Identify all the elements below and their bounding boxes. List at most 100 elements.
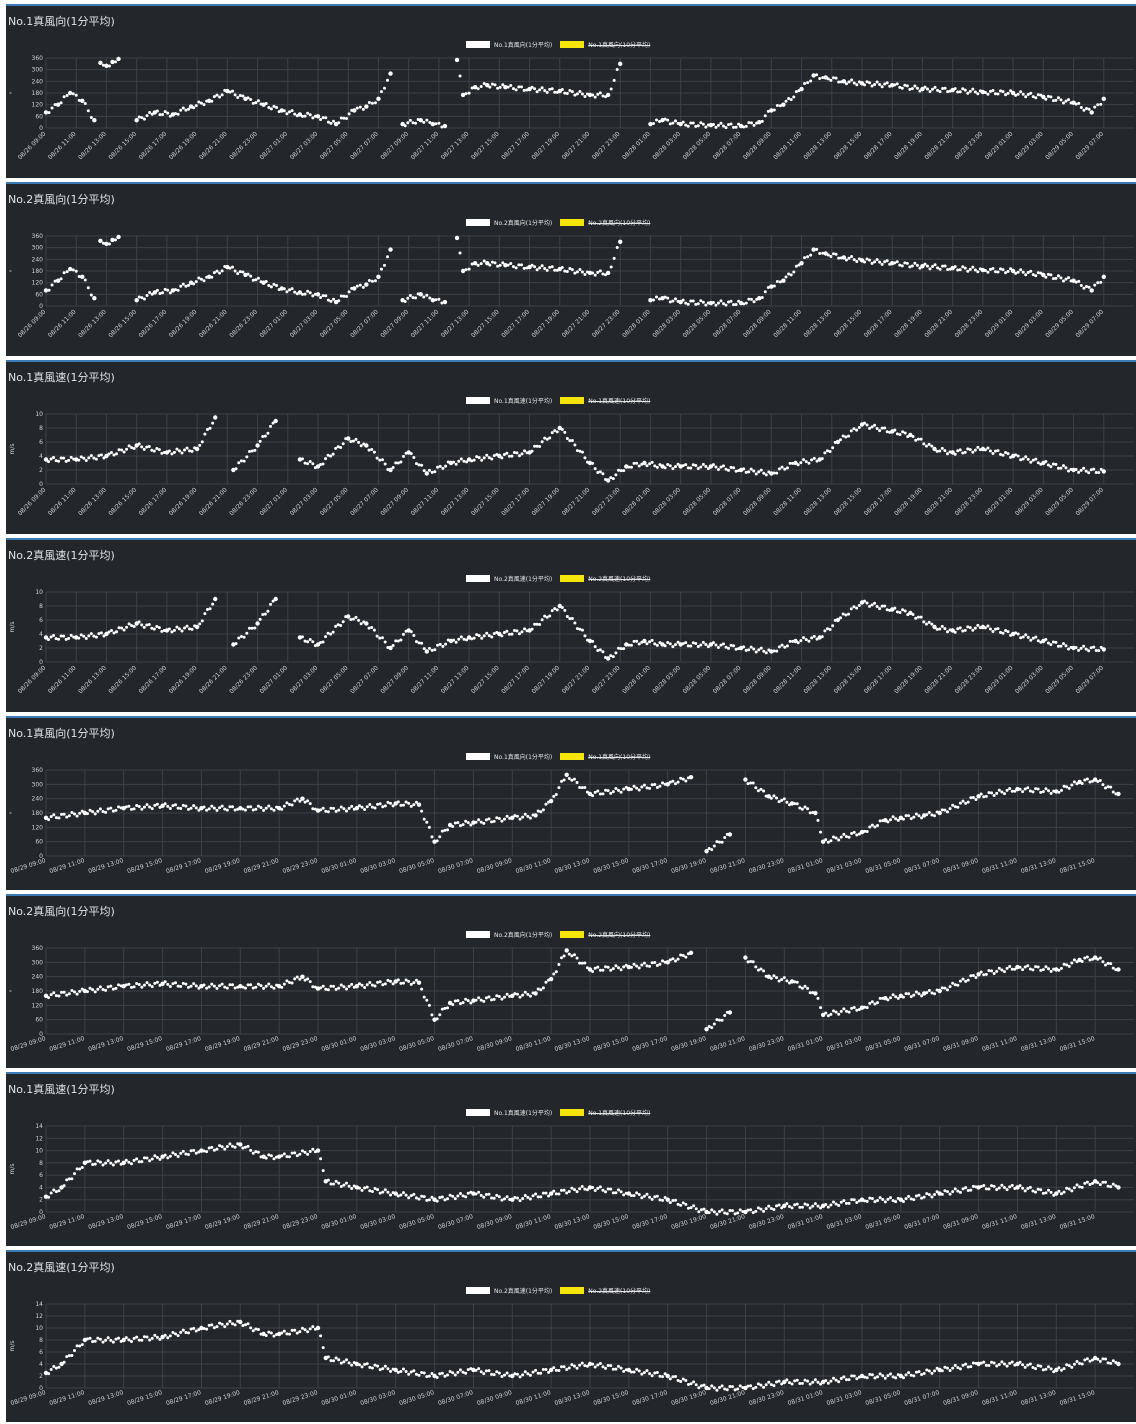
x-tick-label: 08/28 11:00 <box>772 130 803 161</box>
legend-label[interactable]: No.2真風速(1分平均) <box>494 576 553 583</box>
data-point <box>800 807 804 811</box>
legend-label[interactable]: No.1真風向(10分平均) <box>588 754 651 761</box>
y-tick-label: 12 <box>35 1313 43 1320</box>
legend-label[interactable]: No.1真風速(1分平均) <box>494 398 553 405</box>
x-tick-label: 08/29 19:00 <box>204 1213 241 1231</box>
data-point <box>565 1191 569 1195</box>
data-point <box>945 452 949 456</box>
data-point <box>729 299 733 303</box>
legend-swatch <box>466 575 490 582</box>
data-point <box>482 821 486 825</box>
data-point <box>1080 1185 1084 1189</box>
data-point <box>177 449 181 453</box>
data-point <box>925 87 929 91</box>
legend-label[interactable]: No.2真風速(10分平均) <box>588 576 651 583</box>
data-point <box>163 1153 167 1157</box>
data-point <box>933 263 937 267</box>
data-point <box>1024 95 1028 99</box>
data-point <box>1005 966 1009 970</box>
chart-legend[interactable]: No.1真風速(1分平均) No.1真風速(10分平均) <box>466 1108 650 1117</box>
data-point <box>1109 1361 1113 1365</box>
data-point <box>873 1002 877 1006</box>
data-point <box>124 1336 128 1340</box>
data-point <box>471 1191 476 1196</box>
data-point <box>391 466 395 470</box>
data-point <box>712 1386 716 1390</box>
data-point <box>479 998 483 1002</box>
data-point <box>964 1362 968 1366</box>
data-point <box>996 627 1000 631</box>
data-point <box>295 975 299 979</box>
data-point <box>567 952 571 956</box>
data-point <box>436 465 440 469</box>
chart-legend[interactable]: No.2真風速(1分平均) No.2真風速(10分平均) <box>466 574 650 583</box>
legend-label[interactable]: No.2真風向(1分平均) <box>494 932 553 939</box>
legend-label[interactable]: No.1真風速(10分平均) <box>588 398 651 405</box>
data-point <box>98 985 102 989</box>
data-point <box>567 777 571 781</box>
legend-label[interactable]: No.1真風向(1分平均) <box>494 42 553 49</box>
legend-label[interactable]: No.2真風向(1分平均) <box>494 220 553 227</box>
chart-legend[interactable]: No.2真風向(1分平均) No.2真風向(10分平均) <box>466 930 650 939</box>
data-point <box>720 1208 724 1212</box>
data-point <box>505 814 509 818</box>
data-point <box>996 270 1000 274</box>
data-point <box>553 429 557 433</box>
data-point <box>85 812 89 816</box>
legend-label[interactable]: No.1真風速(10分平均) <box>588 1110 651 1117</box>
data-point <box>430 648 434 652</box>
legend-label[interactable]: No.2真風速(1分平均) <box>494 1288 553 1295</box>
chart-legend[interactable]: No.1真風速(1分平均) No.1真風速(10分平均) <box>466 396 650 405</box>
data-point <box>454 57 460 63</box>
data-point <box>578 786 582 790</box>
data-point <box>428 120 432 124</box>
data-point <box>181 1328 185 1332</box>
data-point <box>1018 1360 1022 1364</box>
data-point <box>249 274 253 278</box>
data-point <box>1005 788 1009 792</box>
data-point <box>903 609 907 613</box>
data-point <box>1026 457 1030 461</box>
data-point <box>495 1370 499 1374</box>
legend-label[interactable]: No.1真風速(1分平均) <box>494 1110 553 1117</box>
chart-legend[interactable]: No.2真風速(1分平均) No.2真風速(10分平均) <box>466 1286 650 1295</box>
data-point <box>280 1331 284 1335</box>
data-point <box>533 265 537 269</box>
data-point <box>357 804 361 808</box>
legend-label[interactable]: No.2真風向(10分平均) <box>588 220 651 227</box>
data-point <box>723 1387 727 1391</box>
data-point <box>243 808 247 812</box>
data-point <box>560 956 564 960</box>
data-point <box>984 1187 988 1191</box>
legend-label[interactable]: No.2真風向(10分平均) <box>588 932 651 939</box>
data-point <box>379 267 383 271</box>
x-tick-label: 08/28 09:00 <box>742 486 773 517</box>
data-point <box>368 980 372 984</box>
x-tick-label: 08/29 15:00 <box>126 857 163 875</box>
data-point <box>552 972 556 976</box>
data-point <box>694 302 698 306</box>
data-point <box>671 299 675 303</box>
data-point <box>611 1367 615 1371</box>
legend-label[interactable]: No.1真風向(1分平均) <box>494 754 553 761</box>
data-point <box>1111 790 1115 794</box>
data-point <box>1000 790 1004 794</box>
chart-legend[interactable]: No.2真風向(1分平均) No.2真風向(10分平均) <box>466 218 650 227</box>
data-point <box>1039 968 1043 972</box>
data-point <box>175 447 179 451</box>
data-point <box>379 90 383 94</box>
data-point <box>135 1335 139 1339</box>
data-point <box>370 805 374 809</box>
data-point <box>233 1145 237 1149</box>
x-tick-label: 08/28 15:00 <box>833 308 864 339</box>
data-point <box>135 803 139 807</box>
data-point <box>121 806 126 811</box>
data-point <box>747 648 751 652</box>
data-point <box>930 622 934 626</box>
chart-legend[interactable]: No.1真風向(1分平均) No.1真風向(10分平均) <box>466 752 650 761</box>
legend-label[interactable]: No.1真風向(10分平均) <box>588 42 651 49</box>
legend-label[interactable]: No.2真風速(10分平均) <box>588 1288 651 1295</box>
data-point <box>512 628 516 632</box>
chart-legend[interactable]: No.1真風向(1分平均) No.1真風向(10分平均) <box>466 40 650 49</box>
